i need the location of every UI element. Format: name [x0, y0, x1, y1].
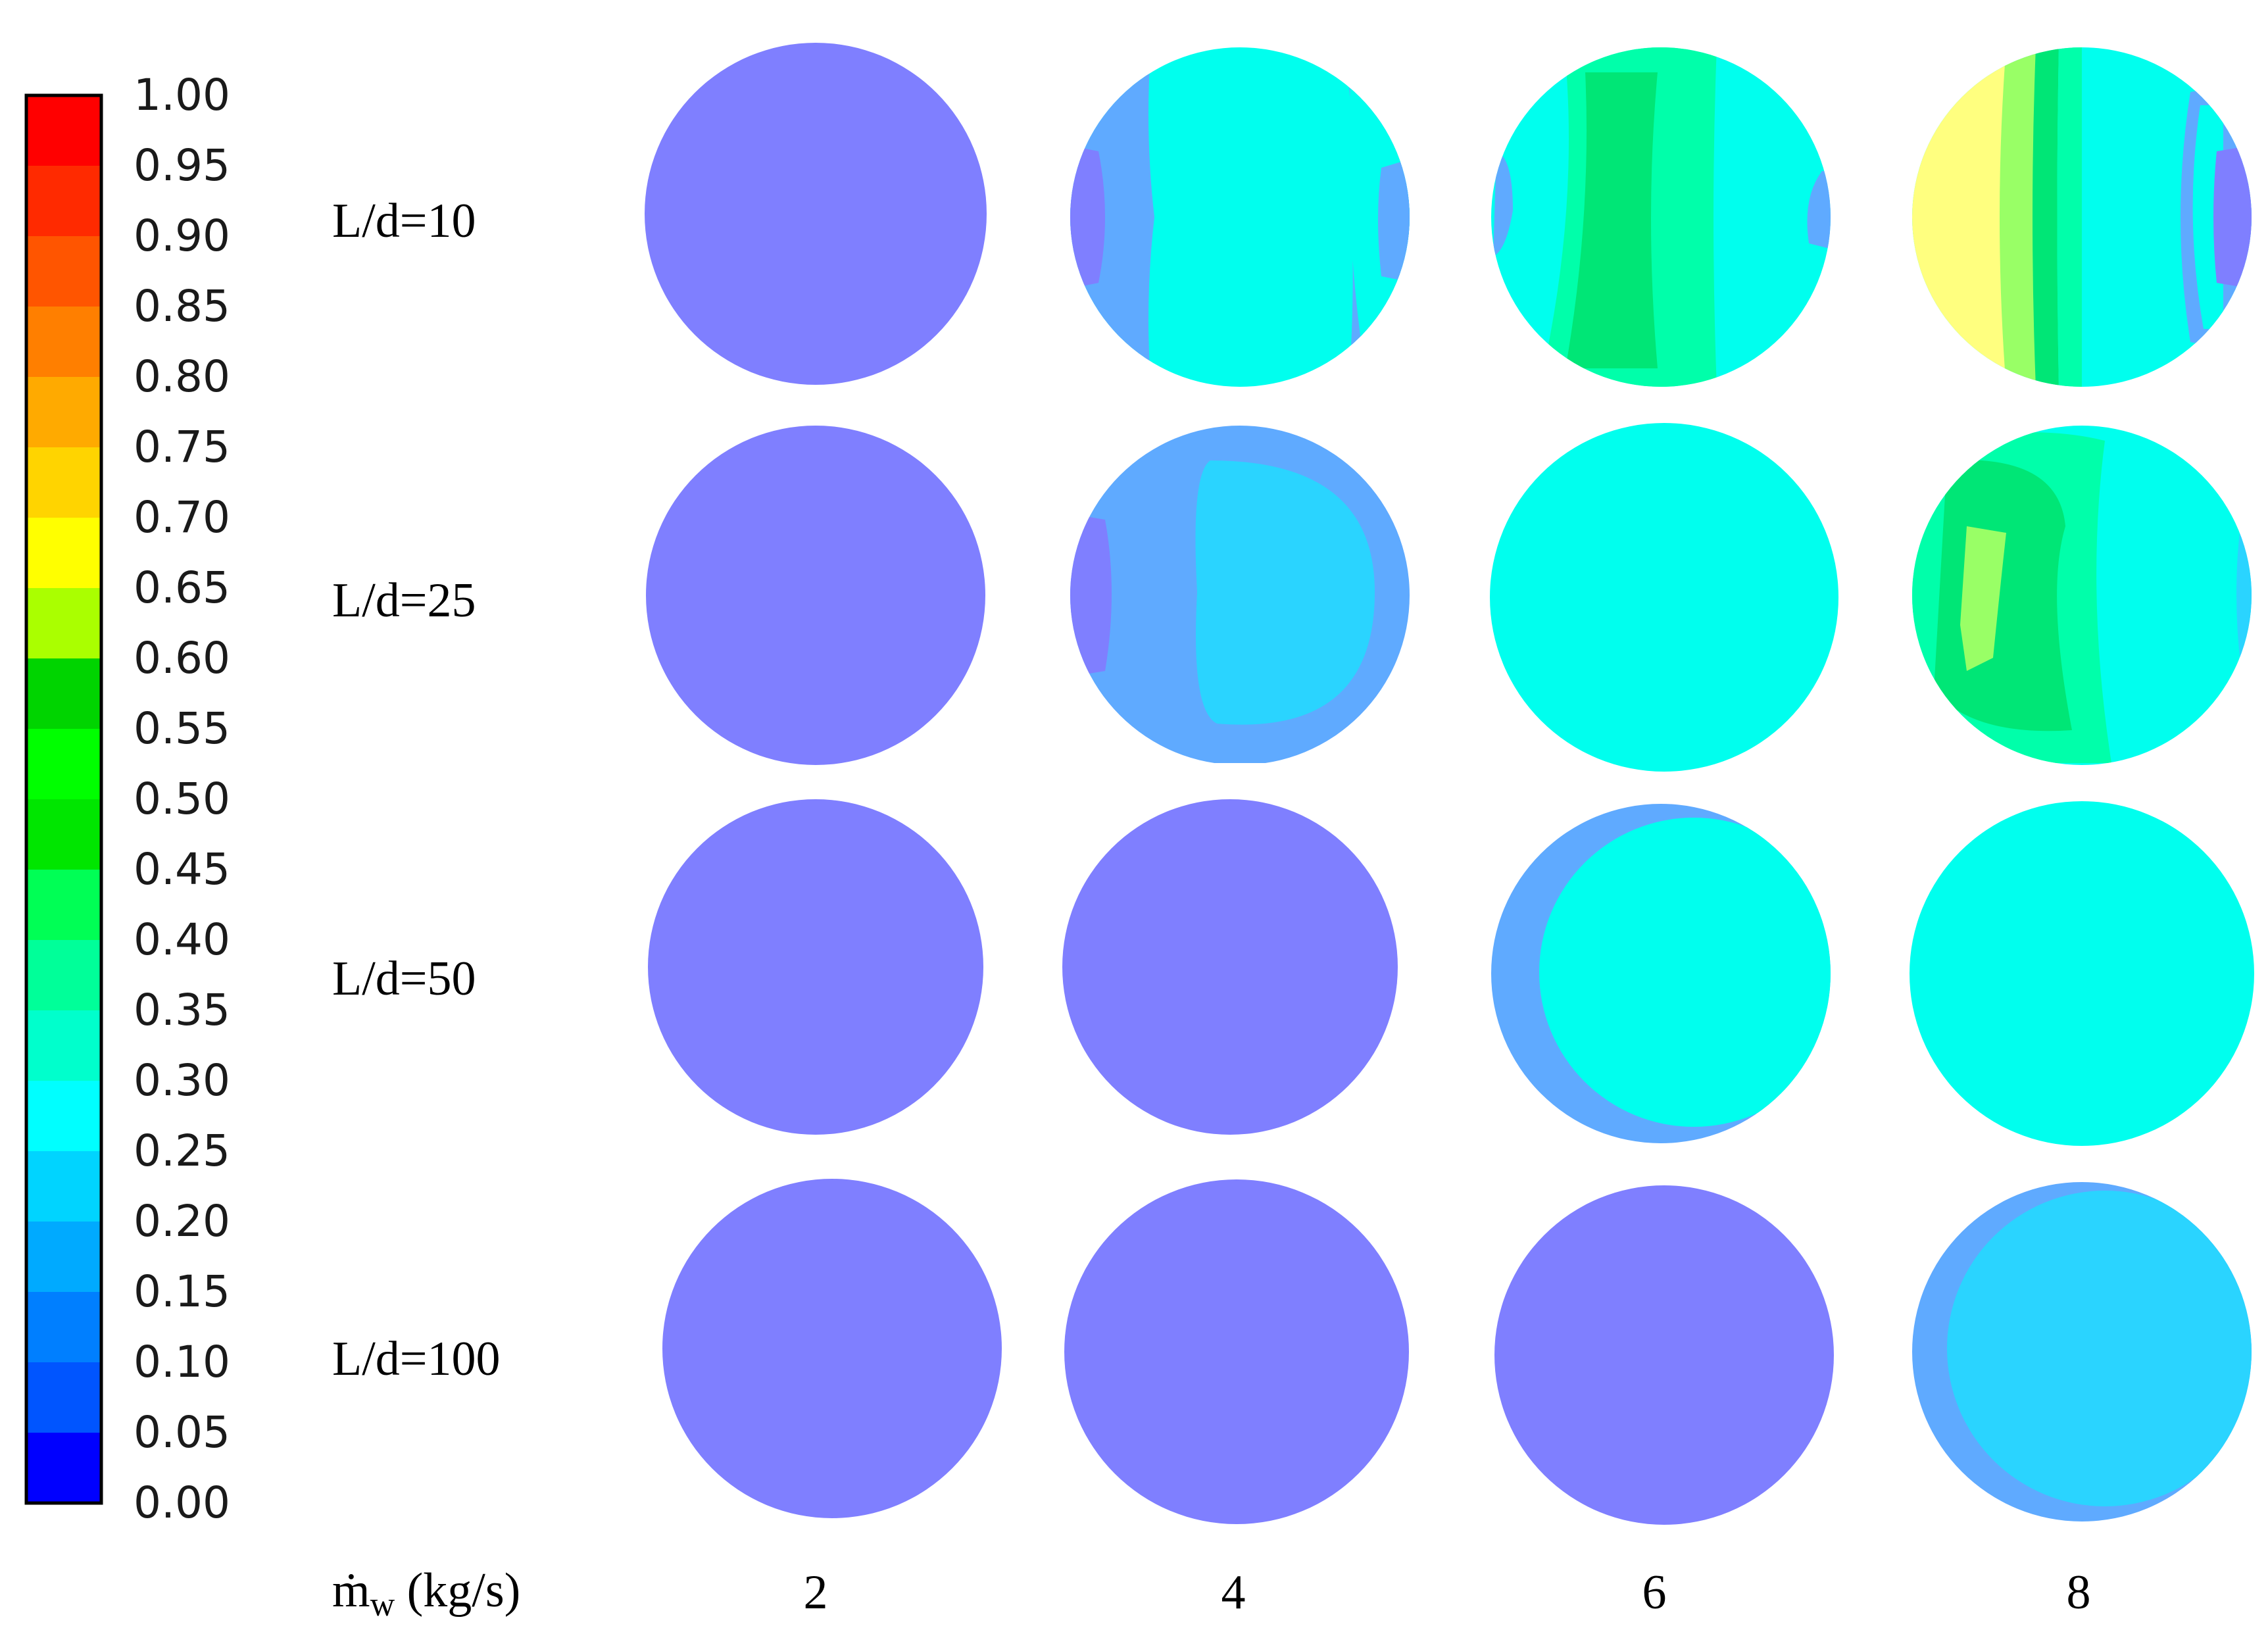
contour-ld100-mw6: [1494, 1185, 1834, 1525]
colorbar-band: [26, 1151, 101, 1222]
x-tick-4: 4: [1221, 1566, 1246, 1620]
row-label-ld10: L/d=10: [332, 194, 476, 248]
colorbar-tick-label: 0.35: [134, 985, 230, 1035]
contour-ld100-mw4: [1064, 1179, 1409, 1524]
colorbar-band: [26, 729, 101, 800]
contour-ld10-mw6: [1491, 47, 1831, 387]
colorbar-tick-label: 0.55: [134, 703, 230, 754]
contour-ld50-mw4: [1062, 799, 1398, 1135]
contour-ld10-mw2: [645, 43, 987, 385]
colorbar-band: [26, 166, 101, 237]
colorbar-tick-label: 0.10: [134, 1337, 230, 1387]
row-label-ld100: L/d=100: [332, 1332, 501, 1386]
contour-ld50-mw6: [1491, 804, 1831, 1143]
colorbar-frame: [24, 93, 103, 1505]
colorbar-tick-label: 1.00: [134, 70, 230, 120]
x-tick-6: 6: [1642, 1566, 1667, 1620]
contour-ld10-mw8: [1912, 47, 2252, 387]
contour-ld10-mw4: [1070, 47, 1410, 387]
row-labels: L/d=10 L/d=25 L/d=50 L/d=100: [332, 194, 501, 1386]
colorbar-band: [26, 1362, 101, 1433]
colorbar-tick-label: 0.80: [134, 351, 230, 402]
contour-ld100-mw8: [1912, 1182, 2252, 1521]
colorbar-tick-label: 0.75: [134, 422, 230, 472]
colorbar-band: [26, 236, 101, 307]
colorbar-band: [26, 1222, 101, 1293]
colorbar-tick-label: 0.70: [134, 492, 230, 543]
colorbar-tick-label: 0.00: [134, 1477, 230, 1528]
colorbar-band: [26, 307, 101, 378]
colorbar-ticks: 1.00 0.95 0.90 0.85 0.80 0.75 0.70 0.65 0.60 0.55…: [134, 70, 230, 1528]
colorbar-tick-label: 0.40: [134, 914, 230, 965]
colorbar-band: [26, 658, 101, 729]
colorbar-band: [26, 940, 101, 1011]
colorbar-band: [26, 95, 101, 166]
colorbar-band: [26, 447, 101, 518]
x-axis-symbol: ṁ: [332, 1564, 370, 1618]
colorbar-band: [26, 1081, 101, 1152]
contour-ld25-mw8: [1912, 426, 2252, 765]
colorbar-tick-label: 0.85: [134, 281, 230, 332]
colorbar-band: [26, 377, 101, 448]
row-label-ld50: L/d=50: [332, 952, 476, 1006]
contour-ld25-mw2: [646, 426, 985, 765]
colorbar-tick-label: 0.65: [134, 562, 230, 613]
colorbar-band: [26, 870, 101, 941]
colorbar-tick-label: 0.95: [134, 140, 230, 191]
contour-ld25-mw4: [1070, 426, 1410, 763]
colorbar-tick-label: 0.45: [134, 844, 230, 895]
contour-ld50-mw8: [1910, 801, 2254, 1146]
colorbar-tick-label: 0.90: [134, 210, 230, 261]
contour-ld50-mw2: [648, 799, 983, 1135]
x-axis-subscript: w: [370, 1586, 395, 1623]
colorbar: 1.00 0.95 0.90 0.85 0.80 0.75 0.70 0.65 0.60 0.55…: [24, 70, 230, 1528]
colorbar-tick-label: 0.50: [134, 774, 230, 824]
x-axis-unit: (kg/s): [395, 1564, 520, 1618]
colorbar-band: [26, 1292, 101, 1363]
colorbar-tick-label: 0.30: [134, 1055, 230, 1106]
x-tick-8: 8: [2067, 1566, 2091, 1620]
x-axis: ṁw (kg/s) 2 4 6 8: [332, 1564, 2091, 1623]
colorbar-tick-label: 0.25: [134, 1125, 230, 1176]
x-axis-label: ṁw (kg/s): [332, 1564, 520, 1623]
colorbar-band: [26, 1433, 101, 1504]
colorbar-tick-label: 0.05: [134, 1407, 230, 1458]
colorbar-band: [26, 588, 101, 659]
colorbar-band: [26, 518, 101, 589]
colorbar-tick-label: 0.20: [134, 1196, 230, 1247]
contour-ld25-mw6: [1490, 423, 1838, 772]
colorbar-band: [26, 799, 101, 870]
colorbar-band: [26, 1010, 101, 1081]
contour-ld100-mw2: [662, 1179, 1002, 1518]
x-tick-2: 2: [804, 1566, 828, 1620]
colorbar-tick-label: 0.60: [134, 633, 230, 683]
colorbar-tick-label: 0.15: [134, 1266, 230, 1317]
colorbar-bands: [26, 95, 101, 1504]
row-label-ld25: L/d=25: [332, 574, 476, 628]
